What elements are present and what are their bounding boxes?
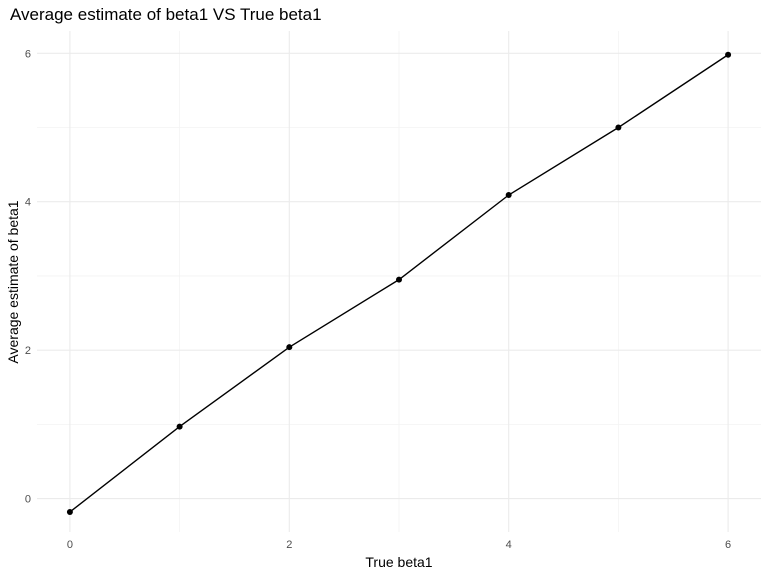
y-tick-label: 4 xyxy=(25,197,31,209)
x-tick-label: 0 xyxy=(67,539,73,551)
y-axis-title: Average estimate of beta1 xyxy=(5,200,21,363)
data-point xyxy=(286,344,293,351)
x-tick-label: 6 xyxy=(725,539,731,551)
data-point xyxy=(396,276,402,283)
grid xyxy=(37,31,761,532)
x-axis-title: True beta1 xyxy=(365,554,432,570)
y-axis-ticks: 0 2 4 6 xyxy=(25,48,31,505)
data-point xyxy=(615,124,622,131)
points-layer xyxy=(66,51,732,515)
y-tick-label: 6 xyxy=(25,48,31,60)
data-point xyxy=(176,423,183,430)
data-point xyxy=(725,51,732,58)
data-point xyxy=(505,192,512,199)
x-axis-ticks: 0 2 4 6 xyxy=(67,539,731,551)
chart-title: Average estimate of beta1 VS True beta1 xyxy=(10,5,322,24)
y-tick-label: 2 xyxy=(25,345,31,357)
y-tick-label: 0 xyxy=(25,494,31,506)
x-tick-label: 4 xyxy=(506,539,512,551)
x-tick-label: 2 xyxy=(286,539,292,551)
data-point xyxy=(66,508,73,515)
